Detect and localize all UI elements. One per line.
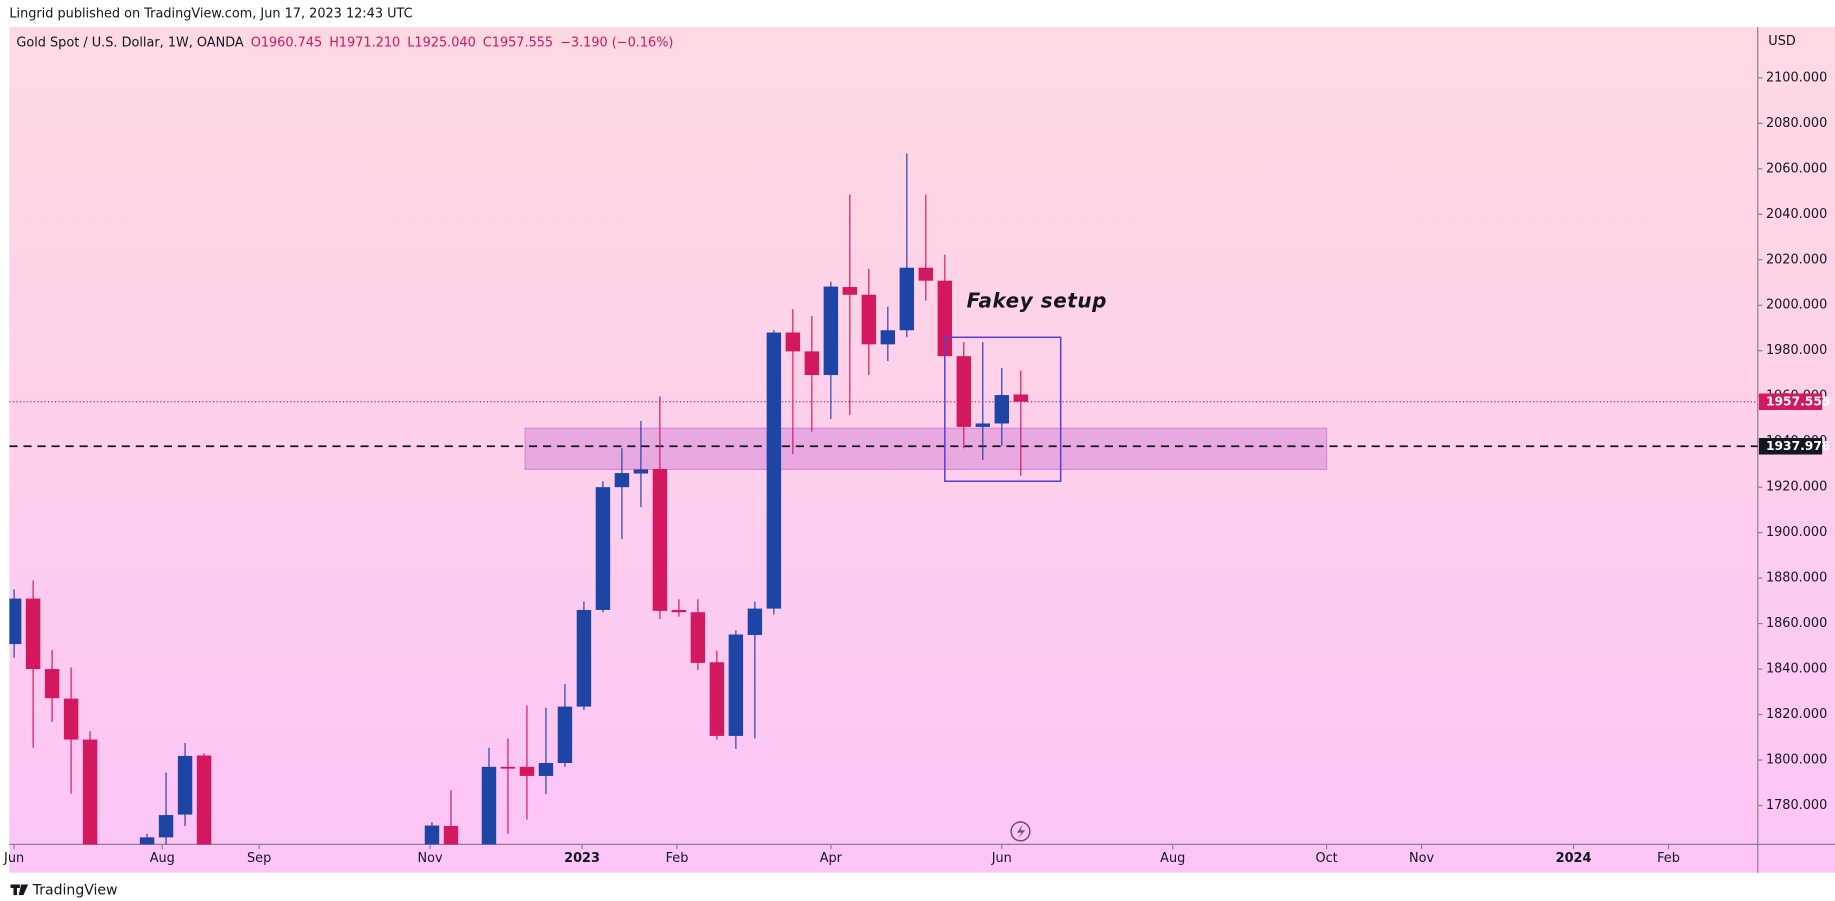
candle-body (690, 612, 706, 663)
setup-box (944, 336, 1062, 483)
candle-body (557, 706, 573, 763)
candle-body (766, 332, 782, 609)
y-tick-label: 1840.000 (1766, 662, 1827, 677)
publisher-line: Lingrid published on TradingView.com, Ju… (9, 7, 412, 22)
candle-body (44, 669, 60, 699)
last-price-tag: 1957.555 (1766, 394, 1830, 408)
plot-background (9, 27, 1835, 873)
y-tick-label: 1920.000 (1766, 480, 1827, 495)
candle-body (861, 294, 877, 345)
y-tick-label: 2060.000 (1766, 161, 1827, 176)
annotation: Fakey setup (967, 288, 1107, 312)
candle-body (956, 356, 972, 427)
replay-icon[interactable] (1010, 821, 1031, 842)
ohlc-open: O1960.745 (251, 35, 322, 50)
replay-icon-bolt (1016, 824, 1026, 839)
x-tick-label: Feb (666, 851, 689, 866)
candle-body (538, 762, 554, 776)
x-tick-label: Nov (418, 851, 443, 866)
candle-body (804, 351, 820, 376)
y-tick-label: 2080.000 (1766, 116, 1827, 131)
candle-body (994, 395, 1010, 424)
candle-body (196, 755, 212, 845)
x-tick-label: Jun (991, 851, 1012, 866)
y-tick-label: 1800.000 (1766, 752, 1827, 767)
candle-body (1013, 394, 1029, 402)
candle-body (443, 825, 459, 845)
candle-body (671, 609, 687, 613)
x-tick-label: Apr (820, 851, 843, 866)
candle-body (880, 330, 896, 345)
y-tick-label: 1860.000 (1766, 616, 1827, 631)
candle-body (9, 598, 22, 645)
candle-body (918, 267, 934, 281)
symbol-legend: Gold Spot / U.S. Dollar, 1W, OANDA O1960.… (16, 35, 673, 50)
x-tick-label: Sep (247, 851, 271, 866)
candle-body (500, 766, 516, 769)
y-tick-label: 1900.000 (1766, 525, 1827, 540)
level-tag-bg (1758, 438, 1823, 455)
candle-body (652, 468, 668, 611)
x-tick-label: Feb (1657, 851, 1680, 866)
x-tick-label: Aug (1160, 851, 1185, 866)
brand-name: TradingView (32, 882, 118, 898)
y-tick-label: 1820.000 (1766, 707, 1827, 722)
candle-body (842, 287, 858, 295)
brand: TradingView (10, 882, 118, 898)
x-tick-label: Aug (150, 851, 175, 866)
x-tick-label: Oct (1315, 851, 1337, 866)
y-tick-label: 2040.000 (1766, 207, 1827, 222)
candle-body (481, 766, 497, 845)
y-tick-label: 2100.000 (1766, 70, 1827, 85)
y-tick-label: 1780.000 (1766, 798, 1827, 813)
candle-body (975, 423, 991, 427)
brand-logo (10, 884, 29, 896)
candle-body (747, 608, 763, 635)
candle-body (823, 286, 839, 376)
plot-area (9, 153, 1758, 845)
candle-body (424, 825, 440, 845)
candle-body (139, 837, 155, 845)
last-price-tag-bg (1758, 393, 1823, 411)
candle-body (899, 267, 915, 331)
candle-body (82, 739, 98, 845)
candle-body (158, 815, 174, 838)
candle-body (63, 698, 79, 740)
ohlc-close: C1957.555 (483, 35, 553, 50)
candle-body (25, 598, 41, 670)
candle-body (728, 634, 744, 736)
x-tick-label: 2023 (564, 851, 600, 866)
support-zone (524, 427, 1328, 471)
candle-body (614, 473, 630, 488)
ohlc-change: −3.190 (−0.16%) (560, 35, 673, 50)
candle-body (633, 469, 649, 474)
y-tick-label: 2020.000 (1766, 252, 1827, 267)
candle-body (576, 609, 592, 707)
x-tick-label: Nov (1409, 851, 1434, 866)
ohlc-high: H1971.210 (329, 35, 400, 50)
candle-body (177, 755, 193, 815)
x-tick-label: Jun (3, 851, 24, 866)
candle-body (519, 766, 535, 776)
level-tag: 1937.976 (1766, 439, 1830, 453)
currency-label: USD (1768, 34, 1796, 49)
ohlc-low: L1925.040 (407, 35, 476, 50)
y-tick-label: 2000.000 (1766, 298, 1827, 313)
candle-body (595, 487, 611, 610)
y-tick-label: 1880.000 (1766, 571, 1827, 586)
y-tick-label: 1980.000 (1766, 343, 1827, 358)
candle-body (785, 332, 801, 352)
x-tick-label: 2024 (1556, 851, 1592, 866)
candle-body (709, 662, 725, 736)
symbol: Gold Spot / U.S. Dollar, 1W, OANDA (16, 35, 243, 50)
